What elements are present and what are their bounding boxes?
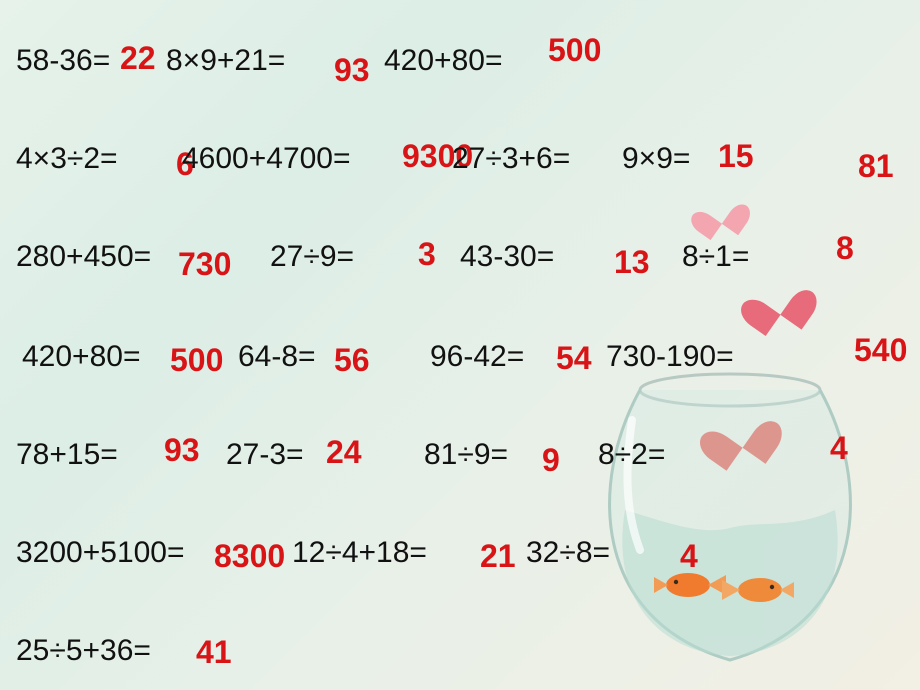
answer-text: 9 xyxy=(542,442,560,479)
answer-text: 500 xyxy=(548,32,601,69)
expression-text: 8×9+21= xyxy=(166,44,285,78)
answer-text: 56 xyxy=(334,342,370,379)
answer-text: 540 xyxy=(854,332,907,369)
answer-text: 8300 xyxy=(214,538,285,575)
expression-text: 78+15= xyxy=(16,438,118,472)
expression-text: 4600+4700= xyxy=(182,142,351,176)
expression-text: 96-42= xyxy=(430,340,524,374)
expression-text: 81÷9= xyxy=(424,438,508,472)
answer-text: 4 xyxy=(680,538,698,575)
expression-text: 27÷9= xyxy=(270,240,354,274)
expression-text: 27÷3+6= xyxy=(452,142,570,176)
expression-text: 25÷5+36= xyxy=(16,634,151,668)
expression-text: 32÷8= xyxy=(526,536,610,570)
answer-text: 81 xyxy=(858,148,894,185)
expression-text: 58-36= xyxy=(16,44,110,78)
expression-text: 43-30= xyxy=(460,240,554,274)
math-worksheet: 58-36=228×9+21=93420+80=5004×3÷2=64600+4… xyxy=(0,0,920,690)
expression-text: 64-8= xyxy=(238,340,316,374)
answer-text: 41 xyxy=(196,634,232,671)
answer-text: 22 xyxy=(120,40,156,77)
expression-text: 420+80= xyxy=(384,44,502,78)
answer-text: 15 xyxy=(718,138,754,175)
answer-text: 500 xyxy=(170,342,223,379)
expression-text: 280+450= xyxy=(16,240,151,274)
answer-text: 8 xyxy=(836,230,854,267)
answer-text: 21 xyxy=(480,538,516,575)
expression-text: 4×3÷2= xyxy=(16,142,118,176)
answer-text: 730 xyxy=(178,246,231,283)
expression-text: 9×9= xyxy=(622,142,690,176)
expression-text: 420+80= xyxy=(22,340,140,374)
expression-text: 27-3= xyxy=(226,438,304,472)
answer-text: 93 xyxy=(164,432,200,469)
expression-text: 3200+5100= xyxy=(16,536,185,570)
answer-text: 3 xyxy=(418,236,436,273)
expression-text: 730-190= xyxy=(606,340,734,374)
expression-text: 8÷1= xyxy=(682,240,749,274)
answer-text: 54 xyxy=(556,340,592,377)
expression-text: 12÷4+18= xyxy=(292,536,427,570)
answer-text: 4 xyxy=(830,430,848,467)
answer-text: 13 xyxy=(614,244,650,281)
answer-text: 93 xyxy=(334,52,370,89)
expression-text: 8÷2= xyxy=(598,438,665,472)
answer-text: 24 xyxy=(326,434,362,471)
